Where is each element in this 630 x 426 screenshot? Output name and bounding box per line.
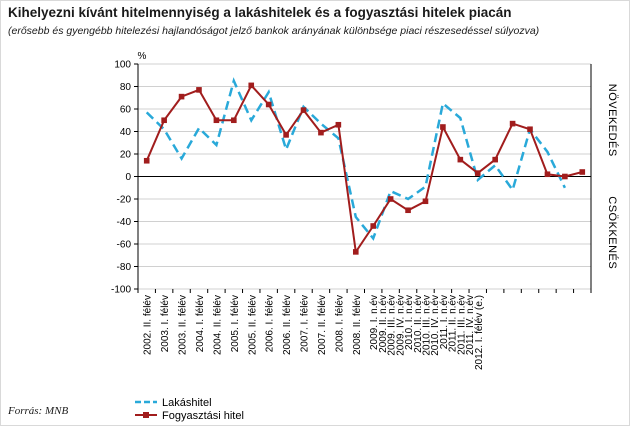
x-axis: 2002. II. félév 2003. I. félév 2003. II. f… xyxy=(137,176,592,370)
source-note: Forrás: MNB xyxy=(8,405,69,417)
side-labels: NÖVEKEDÉS CSÖKKENÉS xyxy=(606,84,619,269)
y-tick-label: 80 xyxy=(120,82,132,93)
legend-label-0: Lakáshitel xyxy=(162,397,212,409)
y-tick-label: -100 xyxy=(111,285,131,296)
series-point xyxy=(527,126,533,133)
series-point xyxy=(300,107,307,113)
series-point xyxy=(562,173,568,180)
x-tick-label: 2011. II. n.év xyxy=(448,295,459,352)
x-tick-label: 2003. I. félév xyxy=(160,295,171,352)
y-axis-unit: % xyxy=(138,51,147,62)
x-tick-label: 2010. IV. n.év xyxy=(430,295,441,356)
x-tick-label: 2004. II. félév xyxy=(212,295,223,355)
x-tick-label: 2007. II. félév xyxy=(317,295,328,355)
series-layer xyxy=(143,77,586,255)
x-tick-label: 2008. II. félév xyxy=(352,295,363,355)
y-tick-label: 60 xyxy=(120,105,132,116)
series-point xyxy=(509,120,516,127)
x-tick-label: 2009. II. n.év xyxy=(378,295,389,353)
side-label-top: NÖVEKEDÉS xyxy=(606,84,619,157)
series-point xyxy=(544,171,551,178)
series-point xyxy=(352,249,359,255)
y-tick-label: -60 xyxy=(117,240,132,251)
gridlines xyxy=(138,63,591,290)
series-point xyxy=(405,207,411,214)
x-tick-label: 2009. III. n.év xyxy=(387,295,398,356)
x-tick-label: 2005. II. félév xyxy=(247,295,258,355)
x-tick-label: 2006. II. félév xyxy=(282,295,293,355)
x-tick-label: 2011. III. n.év xyxy=(456,295,467,355)
y-tick-label: 20 xyxy=(120,150,132,161)
series-point xyxy=(178,93,185,100)
y-tick-label: -40 xyxy=(117,217,132,228)
x-tick-label: 2003. II. félév xyxy=(178,295,189,355)
series-point xyxy=(196,87,202,93)
series-point xyxy=(579,169,586,175)
x-tick-label: 2005. I. félév xyxy=(230,295,241,352)
series-line-1 xyxy=(145,83,583,255)
x-tick-label: 2004. I. félév xyxy=(195,295,206,352)
x-tick-label: 2012. I. félév (e.) xyxy=(474,295,485,370)
side-label-bottom: CSÖKKENÉS xyxy=(606,196,619,269)
y-tick-label: 0 xyxy=(125,172,131,183)
y-axis: -100 -80 -60 -40 -20 0 20 40 60 80 100% xyxy=(111,51,592,296)
series-point xyxy=(213,117,220,124)
series-point xyxy=(143,157,150,164)
y-tick-label: -20 xyxy=(117,195,132,206)
x-tick-label: 2009. I. n.év xyxy=(369,295,380,350)
legend-marker-1 xyxy=(143,412,149,418)
y-tick-label: 100 xyxy=(114,60,131,71)
y-tick-label: 40 xyxy=(120,127,132,138)
series-point xyxy=(231,117,237,124)
x-tick-label: 2009. IV. n.év xyxy=(395,295,406,356)
series-point xyxy=(161,117,167,124)
series-point xyxy=(422,198,429,205)
series-line-0 xyxy=(145,77,567,241)
series-point xyxy=(248,82,255,89)
x-tick-label: 2011. IV. n.év xyxy=(465,295,476,355)
x-tick-label: 2008. I. félév xyxy=(334,295,345,352)
series-point xyxy=(457,156,464,163)
x-tick-label: 2006. I. félév xyxy=(265,295,276,352)
series-point xyxy=(265,101,272,108)
x-tick-label: 2002. II. félév xyxy=(143,295,154,355)
x-tick-label: 2010. I. n.év xyxy=(404,295,415,350)
series-point xyxy=(370,223,377,229)
series-point xyxy=(440,124,446,130)
series-point xyxy=(283,132,289,138)
chart-title: Kihelyezni kívánt hitelmennyiség a lakás… xyxy=(8,5,512,20)
series-point xyxy=(492,156,498,163)
series-point xyxy=(387,196,394,202)
series-point xyxy=(318,129,324,136)
x-tick-label: 2010. II. n.év xyxy=(413,295,424,353)
x-tick-label: 2007. I. félév xyxy=(300,295,311,352)
y-tick-label: -80 xyxy=(117,262,132,273)
legend-label-1: Fogyasztási hitel xyxy=(162,410,244,422)
series-point xyxy=(474,170,481,176)
x-tick-label: 2011. I. n.év xyxy=(439,295,450,349)
x-tick-label: 2010. III. n.év xyxy=(421,295,432,356)
chart-subtitle: (erősebb és gyengébb hitelezési hajlandó… xyxy=(8,25,540,37)
series-point xyxy=(335,121,342,128)
